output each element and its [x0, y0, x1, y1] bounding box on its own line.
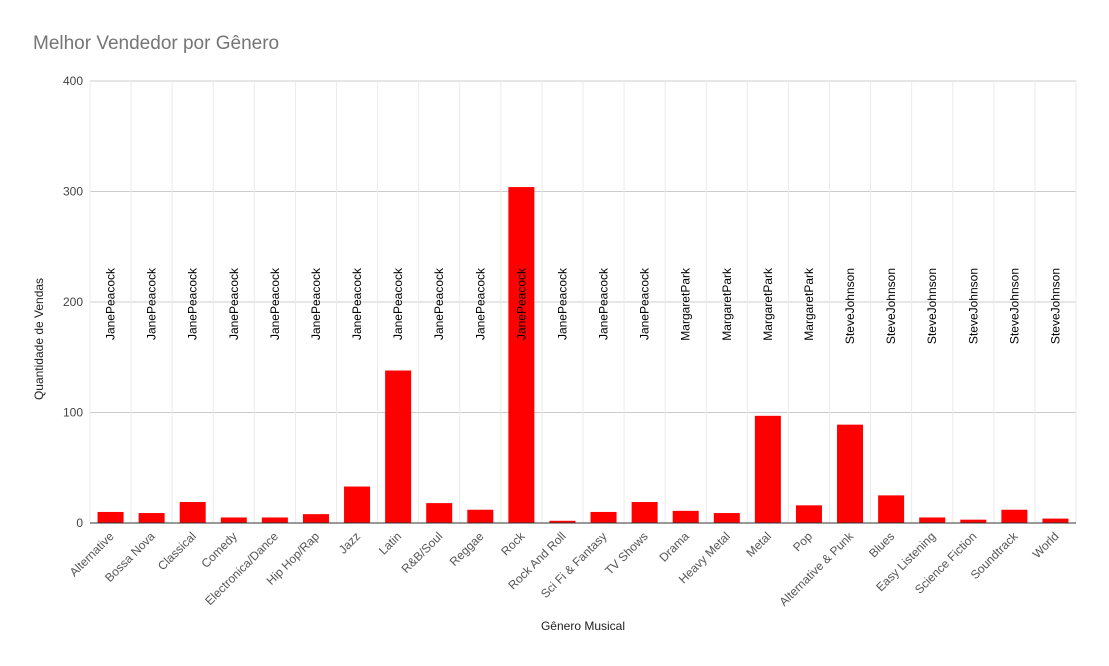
- bar-annotation: JanePeacock: [145, 267, 159, 340]
- bar-annotations: JanePeacock JanePeacock JanePeacock JanePea…: [104, 267, 1063, 344]
- x-tick-label: Drama: [656, 529, 692, 565]
- bar: [590, 511, 617, 523]
- x-tick-label: World: [1030, 529, 1062, 561]
- bar-annotation: JanePeacock: [350, 267, 364, 340]
- bar: [549, 520, 576, 523]
- bar: [179, 502, 206, 523]
- bar-annotation: MargaretPark: [720, 267, 734, 341]
- bar-annotation: MargaretPark: [761, 267, 775, 341]
- bar: [960, 519, 987, 523]
- bar: [138, 513, 165, 523]
- bar: [672, 510, 699, 523]
- bar-annotation: JanePeacock: [432, 267, 446, 340]
- y-tick-label: 200: [63, 295, 83, 309]
- bars: [97, 187, 1069, 523]
- bar-annotation: JanePeacock: [638, 267, 652, 340]
- bar: [344, 486, 371, 523]
- bar-annotation: JanePeacock: [104, 267, 118, 340]
- y-axis-ticks: 0 100 200 300 400: [63, 74, 83, 530]
- bar-annotation: MargaretPark: [679, 267, 693, 341]
- bar: [97, 511, 124, 523]
- bar: [426, 503, 453, 523]
- bar-annotation: JanePeacock: [268, 267, 282, 340]
- bar-annotation: JanePeacock: [555, 267, 569, 340]
- bar: [631, 502, 658, 523]
- x-tick-label: TV Shows: [602, 529, 651, 578]
- x-tick-label: Electronica/Dance: [202, 529, 281, 608]
- bar-annotation: SteveJohnson: [1048, 268, 1062, 344]
- y-tick-label: 100: [63, 406, 83, 420]
- y-tick-label: 0: [76, 516, 83, 530]
- bar: [220, 517, 247, 523]
- x-tick-label: Rock: [498, 529, 528, 559]
- bar-annotation: JanePeacock: [473, 267, 487, 340]
- bar: [467, 509, 494, 523]
- y-axis-title: Quantidade de Vendas: [32, 278, 46, 400]
- bar: [754, 415, 781, 523]
- bar-annotation: JanePeacock: [186, 267, 200, 340]
- bar: [1001, 509, 1028, 523]
- bar-annotation: JanePeacock: [391, 267, 405, 340]
- x-tick-label: Reggae: [447, 529, 487, 569]
- x-tick-label: Alternative & Punk: [776, 529, 856, 609]
- bar: [302, 514, 329, 523]
- bar-annotation: JanePeacock: [227, 267, 241, 340]
- x-tick-label: Comedy: [198, 529, 239, 570]
- bar-annotation: JanePeacock: [514, 267, 528, 340]
- bar: [919, 517, 946, 523]
- y-tick-label: 300: [63, 185, 83, 199]
- x-tick-label: Pop: [790, 529, 815, 554]
- bar-annotation: SteveJohnson: [843, 268, 857, 344]
- chart-title: Melhor Vendedor por Gênero: [33, 33, 279, 54]
- bar: [385, 370, 412, 523]
- bar-annotation: SteveJohnson: [925, 268, 939, 344]
- x-tick-label: Metal: [743, 529, 774, 560]
- bar: [1042, 518, 1069, 523]
- x-tick-label: R&B/Soul: [399, 529, 446, 576]
- x-axis-title: Gênero Musical: [541, 619, 625, 633]
- bar: [878, 495, 905, 523]
- bar: [508, 187, 535, 523]
- bar-annotation: JanePeacock: [309, 267, 323, 340]
- bar-annotation: JanePeacock: [597, 267, 611, 340]
- bar: [261, 517, 288, 523]
- bar: [713, 513, 740, 523]
- bar-annotation: SteveJohnson: [1007, 268, 1021, 344]
- x-tick-label: Classical: [155, 529, 199, 573]
- x-tick-label: Latin: [376, 529, 404, 557]
- gridlines: [89, 80, 1077, 523]
- bar: [795, 505, 822, 523]
- bar-annotation: MargaretPark: [802, 267, 816, 341]
- x-tick-label: Blues: [866, 529, 897, 560]
- bar-annotation: SteveJohnson: [966, 268, 980, 344]
- x-tick-label: Jazz: [336, 529, 363, 556]
- y-tick-label: 400: [63, 74, 83, 88]
- bar: [837, 424, 864, 523]
- bar-annotation: SteveJohnson: [884, 268, 898, 344]
